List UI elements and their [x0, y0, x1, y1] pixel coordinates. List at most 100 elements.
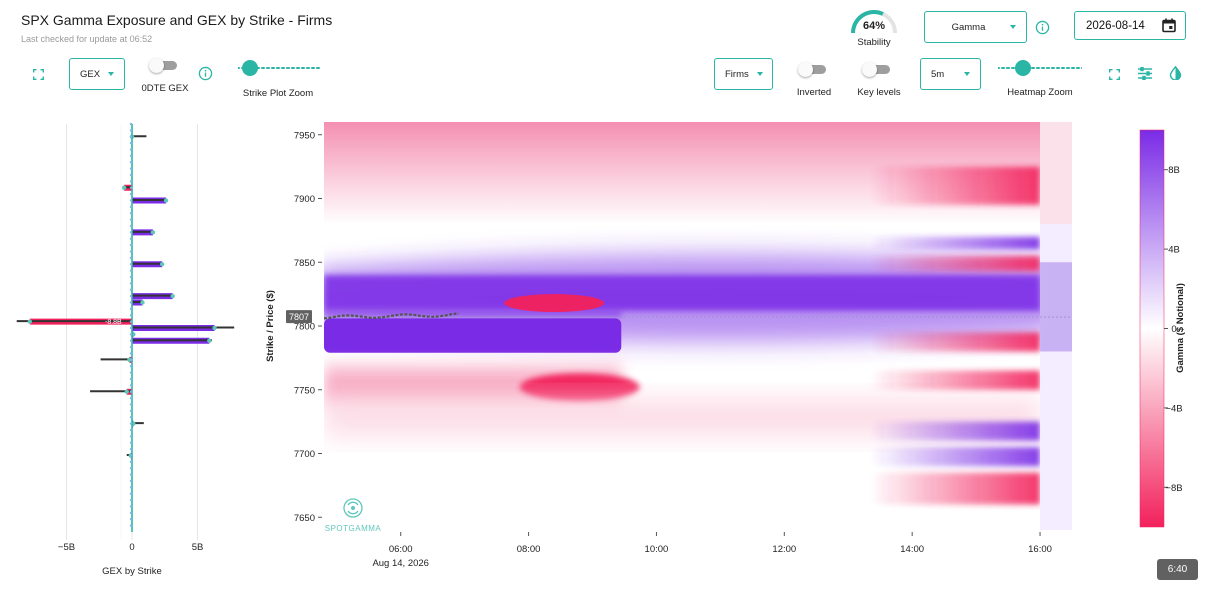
strike-dot: [129, 326, 133, 330]
strike-dot: [129, 307, 133, 311]
gex-bar-cap: [150, 230, 156, 235]
heatmap-y-tick-label: 7650: [294, 513, 315, 524]
colorbar-label: Gamma ($ Notional): [1175, 283, 1186, 373]
strike-dot: [129, 224, 133, 228]
strike-dot: [129, 129, 133, 132]
metric-select[interactable]: Gamma: [924, 11, 1027, 43]
interval-select[interactable]: 5m: [920, 58, 981, 90]
expiry-gamma-band: [870, 447, 1041, 467]
gamma-heatmap-chart: 7950 7900 7850 7800 7750 7700 7650 06:00 08:00 1…: [260, 122, 1086, 569]
chevron-down-icon: [1010, 25, 1016, 29]
calendar-icon[interactable]: [1162, 18, 1176, 36]
gamma-colorbar: 8B 4B 0 −4B −8B Gamma ($ Notional): [1139, 129, 1186, 528]
gex-x-tick-label: 0: [129, 542, 134, 553]
heatmap-y-axis-label: Strike / Price ($): [265, 290, 276, 362]
strike-dot: [129, 365, 133, 368]
stability-arc: [851, 10, 897, 34]
strike-dot: [129, 524, 133, 527]
colorbar-tick-label: −8B: [1165, 483, 1182, 494]
strike-dot: [129, 141, 133, 145]
info-icon[interactable]: [1034, 19, 1050, 35]
slider-thumb[interactable]: [241, 60, 258, 76]
strike-dot: [129, 377, 133, 381]
heatmap-zoom-slider[interactable]: [998, 60, 1082, 76]
expand-icon[interactable]: [1107, 67, 1121, 81]
gex-x-tick-label: −5B: [58, 542, 75, 553]
strike-dot: [129, 505, 133, 508]
strike-dot: [129, 371, 133, 374]
chevron-down-icon: [756, 72, 763, 76]
strike-dot: [129, 161, 133, 164]
colorbar-tick-label: 8B: [1168, 165, 1180, 176]
spot-price-tag: 7807: [286, 310, 312, 324]
inverted-toggle[interactable]: [798, 62, 830, 77]
key-levels-toggle[interactable]: [862, 62, 894, 77]
negative-gamma-region: [519, 373, 640, 402]
gex-select[interactable]: GEX: [69, 58, 125, 90]
colorbar-tick-label: 4B: [1168, 245, 1180, 256]
sliders-icon[interactable]: [1137, 65, 1153, 81]
strike-dot: [129, 409, 133, 413]
strike-dot: [129, 282, 133, 285]
gex-bar-cap: [207, 338, 212, 343]
strike-dot: [129, 473, 133, 476]
negative-gamma-region: [504, 294, 605, 313]
strike-zoom-slider[interactable]: [238, 60, 320, 76]
chevron-down-icon: [964, 72, 970, 76]
strike-dot: [129, 428, 133, 432]
heatmap-y-tick-label: 7800: [294, 322, 315, 333]
strike-dot: [129, 205, 133, 209]
strike-dot: [129, 422, 133, 425]
slider-thumb[interactable]: [1015, 60, 1031, 76]
expand-icon[interactable]: [31, 67, 45, 81]
spotgamma-logo-icon: [343, 498, 363, 518]
gex-bar-cap: [127, 357, 132, 363]
strike-zoom-label: Strike Plot Zoom: [242, 88, 314, 99]
info-icon[interactable]: [197, 65, 213, 81]
heatmap-x-ticks: 06:00 08:00 10:00 12:00 14:00 16:00: [389, 532, 1052, 555]
heatmap-area[interactable]: [260, 122, 1086, 530]
stability-gauge: 64% Stability: [849, 8, 899, 48]
heatmap-y-tick-label: 7850: [294, 258, 315, 269]
heatmap-x-tick-label: 14:00: [900, 544, 924, 555]
price-path: [324, 312, 459, 320]
strike-dot: [129, 237, 133, 240]
stability-label: Stability: [857, 37, 891, 48]
gex-spot-value-label: -8.8B: [105, 319, 122, 326]
spot-price-label: 7807: [289, 312, 309, 322]
gex-x-tick-label: 5B: [192, 542, 204, 553]
date-input[interactable]: 2026-08-14: [1074, 11, 1186, 40]
inverted-label: Inverted: [796, 87, 832, 98]
strike-dot: [129, 288, 133, 291]
strike-dot: [129, 294, 133, 298]
odte-toggle[interactable]: [149, 58, 181, 73]
strike-dot: [129, 231, 133, 234]
last-update-text: Last checked for update at 06:52: [21, 34, 153, 44]
strike-dot: [129, 403, 133, 406]
expiry-gamma-band: [870, 236, 1041, 250]
gex-bar-cap: [163, 198, 169, 203]
colorbar-ticks: 8B 4B 0 −4B −8B: [1164, 165, 1183, 494]
strike-dot: [129, 333, 133, 336]
gex-x-ticks: −5B 0 5B: [58, 542, 203, 553]
strike-dot: [129, 275, 133, 279]
metric-select-value: Gamma: [951, 21, 986, 33]
strike-dot: [129, 396, 133, 400]
tooltip-text: 6:40: [1167, 564, 1188, 575]
expiry-gamma-band: [870, 332, 1041, 352]
gex-bar-cap: [27, 319, 33, 324]
strike-dot: [129, 511, 133, 515]
heatmap-x-tick-label: 12:00: [772, 544, 796, 555]
firms-select[interactable]: Firms: [714, 58, 773, 90]
gex-by-strike-chart: −5B 0 5B -8.8B GEX by Strike: [16, 122, 235, 577]
strike-dot: [129, 192, 133, 196]
strike-dot: [129, 263, 133, 266]
stability-value: 64%: [862, 20, 886, 32]
strike-dot: [129, 492, 133, 495]
contrast-icon[interactable]: [1167, 65, 1183, 81]
strike-dot: [129, 447, 133, 451]
expiry-gamma-band: [870, 370, 1041, 390]
strike-dot: [129, 390, 133, 393]
strike-dot: [129, 320, 133, 323]
gex-bar-cap: [212, 325, 217, 331]
